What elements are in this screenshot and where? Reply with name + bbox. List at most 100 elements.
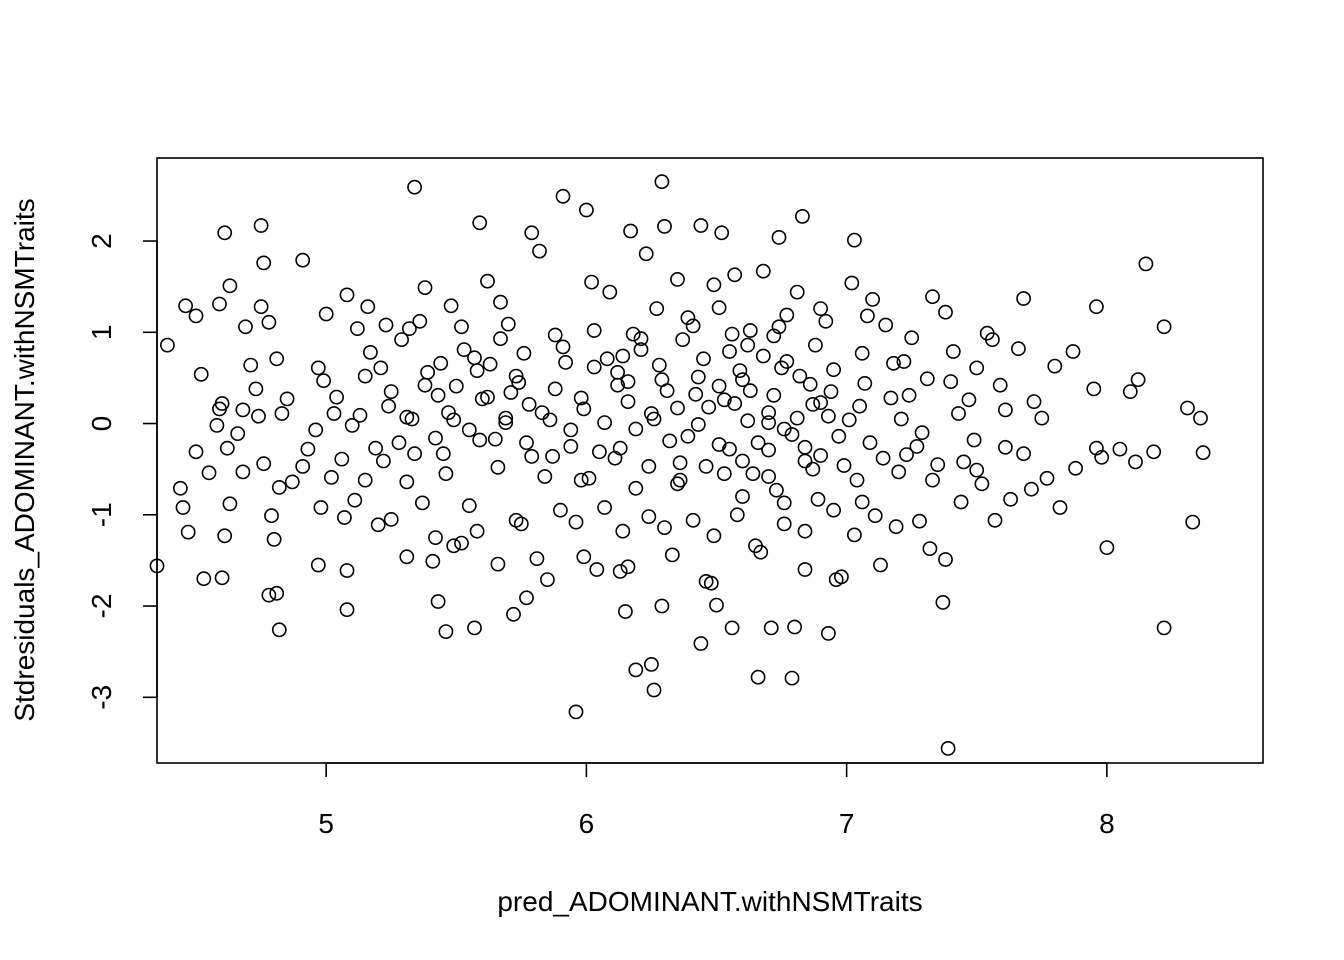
- y-tick-label: 2: [86, 233, 117, 249]
- scatter-point: [175, 500, 191, 515]
- scatter-point: [524, 448, 540, 464]
- scatter-point: [329, 389, 344, 405]
- scatter-point: [568, 704, 584, 720]
- scatter-point: [318, 306, 334, 322]
- scatter-point: [584, 274, 599, 290]
- scatter-point: [818, 313, 834, 329]
- scatter-point: [428, 430, 443, 446]
- scatter-point: [633, 331, 649, 347]
- scatter-point: [222, 278, 238, 294]
- scatter-point: [264, 508, 279, 524]
- scatter-point: [383, 512, 399, 527]
- scatter-point: [969, 360, 985, 376]
- scatter-point: [740, 337, 756, 353]
- scatter-point: [573, 390, 589, 406]
- scatter-point: [696, 351, 711, 367]
- y-tick-label: -3: [86, 685, 117, 710]
- scatter-point: [472, 432, 488, 448]
- scatter-point: [235, 464, 251, 480]
- scatter-point: [657, 520, 672, 535]
- scatter-point: [623, 223, 638, 239]
- scatter-point: [438, 466, 454, 482]
- scatter-point: [896, 354, 912, 369]
- scatter-point: [836, 458, 852, 473]
- scatter-point: [620, 394, 636, 409]
- scatter-point: [500, 316, 516, 332]
- scatter-point: [172, 480, 188, 496]
- scatter-point: [454, 535, 469, 551]
- scatter-point: [344, 417, 360, 433]
- scatter-point: [217, 225, 233, 241]
- scatter-point: [974, 476, 990, 492]
- scatter-point: [534, 405, 550, 420]
- scatter-point: [201, 465, 217, 481]
- scatter-point: [862, 435, 878, 451]
- scatter-point: [1156, 620, 1172, 636]
- scatter-point: [685, 512, 701, 528]
- scatter-point: [755, 348, 771, 364]
- scatter-point: [940, 741, 956, 756]
- scatter-point: [493, 331, 508, 347]
- scatter-point: [724, 326, 740, 342]
- scatter-point: [774, 360, 789, 376]
- scatter-point: [873, 557, 888, 573]
- scatter-point: [716, 466, 732, 482]
- y-axis: -3 -2 -1 0 1 2: [86, 233, 158, 710]
- scatter-point: [428, 530, 443, 545]
- scatter-point: [1193, 410, 1208, 426]
- scatter-point: [513, 516, 529, 532]
- scatter-point: [776, 421, 792, 437]
- x-tick-label: 7: [839, 808, 855, 839]
- scatter-point: [576, 401, 592, 417]
- scatter-point: [633, 342, 649, 357]
- scatter-point: [553, 502, 568, 518]
- scatter-point: [555, 188, 571, 204]
- scatter-point: [969, 462, 985, 478]
- scatter-point: [589, 562, 605, 577]
- data-points: [149, 174, 1211, 756]
- scatter-point: [180, 524, 196, 540]
- scatter-point: [555, 339, 571, 355]
- scatter-point: [740, 413, 756, 429]
- scatter-point: [985, 332, 1000, 347]
- scatter-point: [209, 417, 225, 433]
- scatter-point: [867, 508, 883, 524]
- scatter-point: [597, 415, 612, 430]
- scatter-point: [313, 500, 329, 515]
- scatter-point: [490, 556, 506, 572]
- scatter-point: [628, 421, 644, 437]
- scatter-point: [901, 387, 917, 403]
- scatter-point: [670, 271, 685, 287]
- scatter-point: [826, 502, 841, 518]
- scatter-point: [883, 390, 899, 406]
- scatter-point: [711, 378, 727, 394]
- scatter-point: [625, 326, 641, 342]
- scatter-point: [383, 384, 399, 399]
- scatter-point: [519, 435, 534, 451]
- scatter-point: [391, 435, 407, 451]
- scatter-point: [706, 528, 722, 544]
- scatter-point: [935, 595, 951, 610]
- scatter-point: [810, 491, 826, 507]
- scatter-point: [797, 453, 813, 469]
- scatter-point: [729, 507, 745, 523]
- scatter-point: [352, 407, 368, 423]
- scatter-point: [771, 229, 787, 245]
- scatter-point: [722, 441, 737, 457]
- scatter-point: [735, 372, 750, 388]
- scatter-point: [558, 354, 573, 370]
- scatter-point: [813, 448, 828, 463]
- scatter-point: [925, 472, 940, 488]
- scatter-point: [1003, 491, 1018, 507]
- scatter-point: [248, 381, 264, 397]
- scatter-point: [1086, 381, 1102, 397]
- scatter-point: [1024, 481, 1039, 497]
- scatter-point: [404, 411, 420, 427]
- scatter-point: [792, 368, 808, 384]
- scatter-point: [709, 597, 724, 613]
- scatter-point: [735, 489, 750, 504]
- scatter-point: [482, 356, 498, 372]
- scatter-point: [178, 298, 193, 314]
- scatter-point: [651, 357, 667, 373]
- scatter-point: [235, 402, 251, 418]
